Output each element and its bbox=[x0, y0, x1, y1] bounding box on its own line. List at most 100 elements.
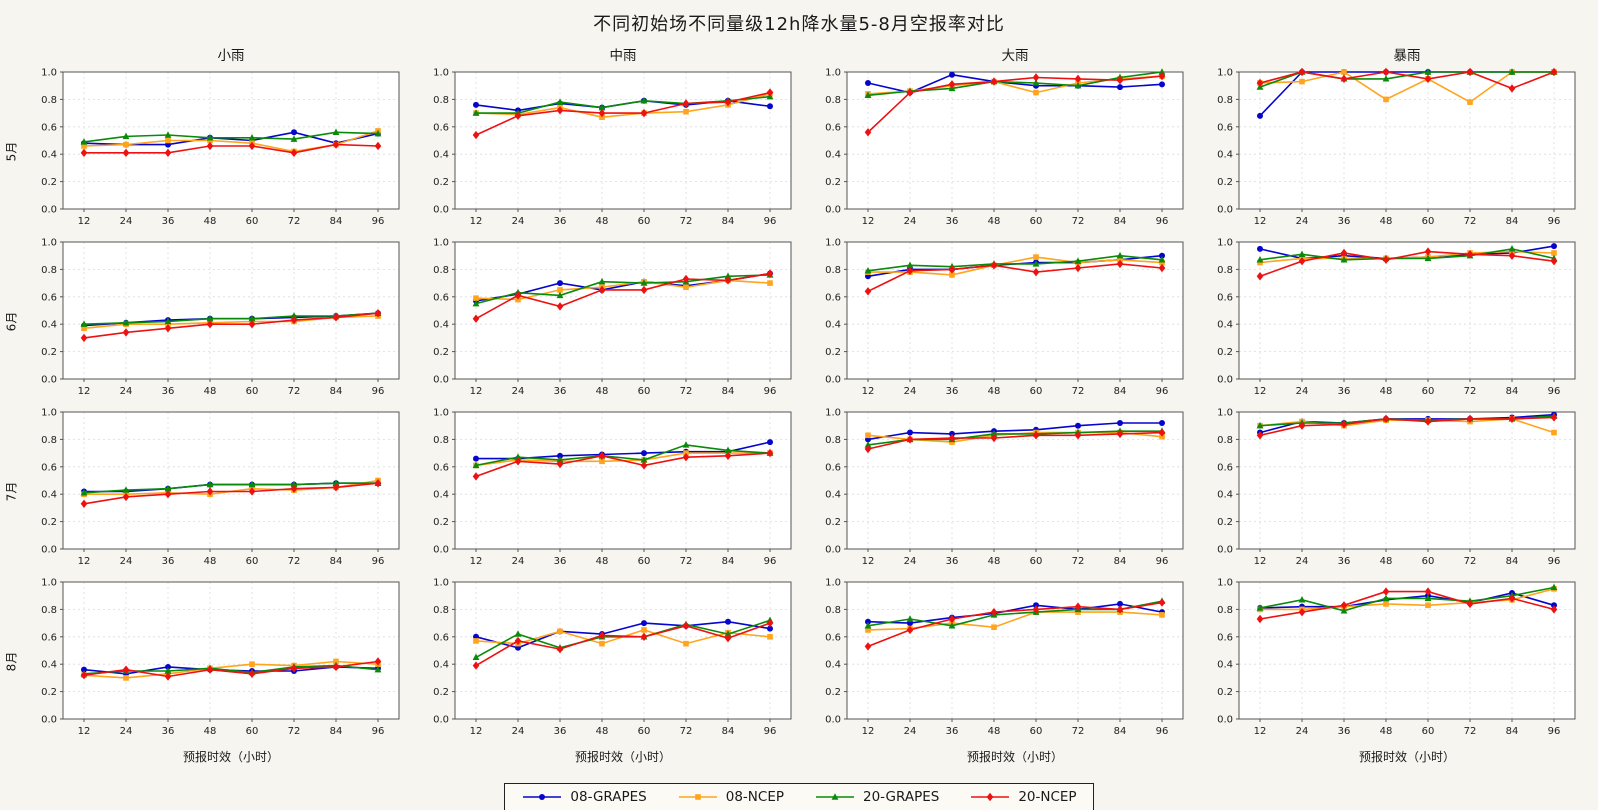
svg-text:0.4: 0.4 bbox=[41, 320, 57, 331]
svg-text:0.4: 0.4 bbox=[1217, 660, 1233, 671]
legend-entry-20-grapes: 20-GRAPES bbox=[814, 789, 939, 805]
svg-text:0.2: 0.2 bbox=[433, 517, 449, 528]
svg-text:36: 36 bbox=[162, 726, 175, 737]
subplot-june-rainstorm: 0.0 0.2 0.4 0.6 0.8 1.0 12 24 36 48 60 72 84 96 bbox=[1196, 236, 1588, 406]
svg-text:1.0: 1.0 bbox=[825, 238, 841, 249]
svg-text:72: 72 bbox=[288, 556, 301, 567]
svg-text:84: 84 bbox=[722, 726, 735, 737]
subplot-canvas: 0.0 0.2 0.4 0.6 0.8 1.0 12 24 36 48 60 72 84 96 bbox=[433, 68, 792, 227]
svg-text:84: 84 bbox=[330, 556, 343, 567]
svg-text:60: 60 bbox=[1422, 726, 1435, 737]
svg-text:0.2: 0.2 bbox=[825, 687, 841, 698]
svg-text:1.0: 1.0 bbox=[41, 238, 57, 249]
subplot-canvas: 0.0 0.2 0.4 0.6 0.8 1.0 12 24 36 48 60 72 84 96 bbox=[433, 238, 792, 397]
svg-text:24: 24 bbox=[904, 556, 917, 567]
subplot-july-rainstorm: 0.0 0.2 0.4 0.6 0.8 1.0 12 24 36 48 60 72 84 96 bbox=[1196, 406, 1588, 576]
col-title-light-rain: 小雨 bbox=[217, 48, 245, 64]
svg-text:0.6: 0.6 bbox=[825, 462, 841, 473]
svg-text:60: 60 bbox=[1030, 216, 1043, 227]
subplot-june-heavy-rain: 0.0 0.2 0.4 0.6 0.8 1.0 12 24 36 48 60 72 84 96 bbox=[804, 236, 1196, 406]
svg-text:0.4: 0.4 bbox=[41, 490, 57, 501]
svg-text:72: 72 bbox=[288, 726, 301, 737]
svg-text:84: 84 bbox=[330, 386, 343, 397]
svg-text:1.0: 1.0 bbox=[1217, 408, 1233, 419]
svg-text:0.6: 0.6 bbox=[41, 122, 57, 133]
legend-marker-square-icon bbox=[677, 790, 719, 804]
svg-text:1.0: 1.0 bbox=[41, 578, 57, 589]
svg-text:36: 36 bbox=[1338, 726, 1351, 737]
row-label-august: 8月 bbox=[4, 651, 19, 671]
svg-text:1.0: 1.0 bbox=[433, 408, 449, 419]
svg-text:84: 84 bbox=[1506, 726, 1519, 737]
svg-text:72: 72 bbox=[1072, 556, 1085, 567]
svg-text:96: 96 bbox=[372, 386, 385, 397]
svg-text:36: 36 bbox=[554, 386, 567, 397]
subplot-june-light-rain: 0.0 0.2 0.4 0.6 0.8 1.0 12 24 36 48 60 72 84 96 bbox=[20, 236, 412, 406]
svg-text:60: 60 bbox=[1422, 556, 1435, 567]
svg-text:0.4: 0.4 bbox=[433, 150, 449, 161]
svg-text:0.0: 0.0 bbox=[433, 545, 449, 556]
legend: 08-GRAPES 08-NCEP 20-GRAPES 20-NCEP bbox=[504, 783, 1094, 810]
subplot-canvas: 0.0 0.2 0.4 0.6 0.8 1.0 12 24 36 48 60 72 84 96 bbox=[1217, 238, 1576, 397]
svg-text:48: 48 bbox=[1380, 216, 1393, 227]
svg-text:0.8: 0.8 bbox=[433, 605, 449, 616]
svg-text:72: 72 bbox=[680, 556, 693, 567]
svg-text:12: 12 bbox=[862, 726, 875, 737]
svg-text:0.4: 0.4 bbox=[1217, 320, 1233, 331]
svg-text:0.4: 0.4 bbox=[825, 490, 841, 501]
subplot-august-moderate-rain: 0.0 0.2 0.4 0.6 0.8 1.0 12 24 36 48 60 72 84 96 bbox=[412, 576, 804, 746]
svg-text:60: 60 bbox=[1422, 386, 1435, 397]
svg-text:0.0: 0.0 bbox=[433, 205, 449, 216]
svg-text:0.2: 0.2 bbox=[433, 347, 449, 358]
subplot-canvas: 0.0 0.2 0.4 0.6 0.8 1.0 12 24 36 48 60 72 84 96 bbox=[41, 238, 400, 397]
svg-text:0.0: 0.0 bbox=[825, 375, 841, 386]
svg-text:96: 96 bbox=[1548, 216, 1561, 227]
svg-text:72: 72 bbox=[1072, 216, 1085, 227]
svg-text:48: 48 bbox=[204, 556, 217, 567]
grid-corner bbox=[2, 45, 20, 65]
svg-text:36: 36 bbox=[946, 556, 959, 567]
svg-text:84: 84 bbox=[1506, 556, 1519, 567]
svg-text:36: 36 bbox=[1338, 216, 1351, 227]
svg-text:0.0: 0.0 bbox=[433, 375, 449, 386]
legend-label: 20-GRAPES bbox=[863, 789, 940, 805]
svg-text:1.0: 1.0 bbox=[41, 68, 57, 79]
svg-text:48: 48 bbox=[596, 386, 609, 397]
svg-text:0.2: 0.2 bbox=[1217, 517, 1233, 528]
svg-text:0.6: 0.6 bbox=[1217, 632, 1233, 643]
svg-text:72: 72 bbox=[288, 386, 301, 397]
subplot-canvas: 0.0 0.2 0.4 0.6 0.8 1.0 12 24 36 48 60 72 84 96 bbox=[825, 238, 1184, 397]
subplot-canvas: 0.0 0.2 0.4 0.6 0.8 1.0 12 24 36 48 60 72 84 96 bbox=[1217, 578, 1576, 737]
svg-text:0.2: 0.2 bbox=[1217, 177, 1233, 188]
subplot-august-rainstorm: 0.0 0.2 0.4 0.6 0.8 1.0 12 24 36 48 60 72 84 96 bbox=[1196, 576, 1588, 746]
svg-text:36: 36 bbox=[1338, 556, 1351, 567]
svg-text:0.6: 0.6 bbox=[1217, 122, 1233, 133]
x-axis-label: 预报时效（小时） bbox=[574, 750, 671, 764]
svg-text:36: 36 bbox=[554, 216, 567, 227]
svg-text:0.2: 0.2 bbox=[433, 177, 449, 188]
svg-text:0.8: 0.8 bbox=[433, 95, 449, 106]
svg-text:24: 24 bbox=[120, 386, 133, 397]
svg-text:84: 84 bbox=[1114, 216, 1127, 227]
svg-text:0.8: 0.8 bbox=[825, 265, 841, 276]
svg-text:0.4: 0.4 bbox=[1217, 150, 1233, 161]
svg-text:0.4: 0.4 bbox=[825, 660, 841, 671]
svg-text:36: 36 bbox=[162, 386, 175, 397]
subplot-august-heavy-rain: 0.0 0.2 0.4 0.6 0.8 1.0 12 24 36 48 60 72 84 96 bbox=[804, 576, 1196, 746]
svg-text:72: 72 bbox=[288, 216, 301, 227]
svg-text:72: 72 bbox=[1072, 386, 1085, 397]
subplot-canvas: 0.0 0.2 0.4 0.6 0.8 1.0 12 24 36 48 60 72 84 96 bbox=[1217, 68, 1576, 227]
subplot-canvas: 0.0 0.2 0.4 0.6 0.8 1.0 12 24 36 48 60 72 84 96 bbox=[41, 578, 400, 737]
svg-text:0.8: 0.8 bbox=[433, 265, 449, 276]
svg-text:24: 24 bbox=[512, 726, 525, 737]
svg-text:12: 12 bbox=[1254, 726, 1267, 737]
svg-text:12: 12 bbox=[78, 556, 91, 567]
svg-text:84: 84 bbox=[722, 386, 735, 397]
svg-text:0.6: 0.6 bbox=[825, 292, 841, 303]
svg-text:24: 24 bbox=[1296, 216, 1309, 227]
subplot-canvas: 0.0 0.2 0.4 0.6 0.8 1.0 12 24 36 48 60 72 84 96 bbox=[41, 408, 400, 567]
svg-text:12: 12 bbox=[862, 556, 875, 567]
page-title: 不同初始场不同量级12h降水量5-8月空报率对比 bbox=[593, 14, 1005, 35]
legend-label: 08-GRAPES bbox=[570, 789, 647, 805]
